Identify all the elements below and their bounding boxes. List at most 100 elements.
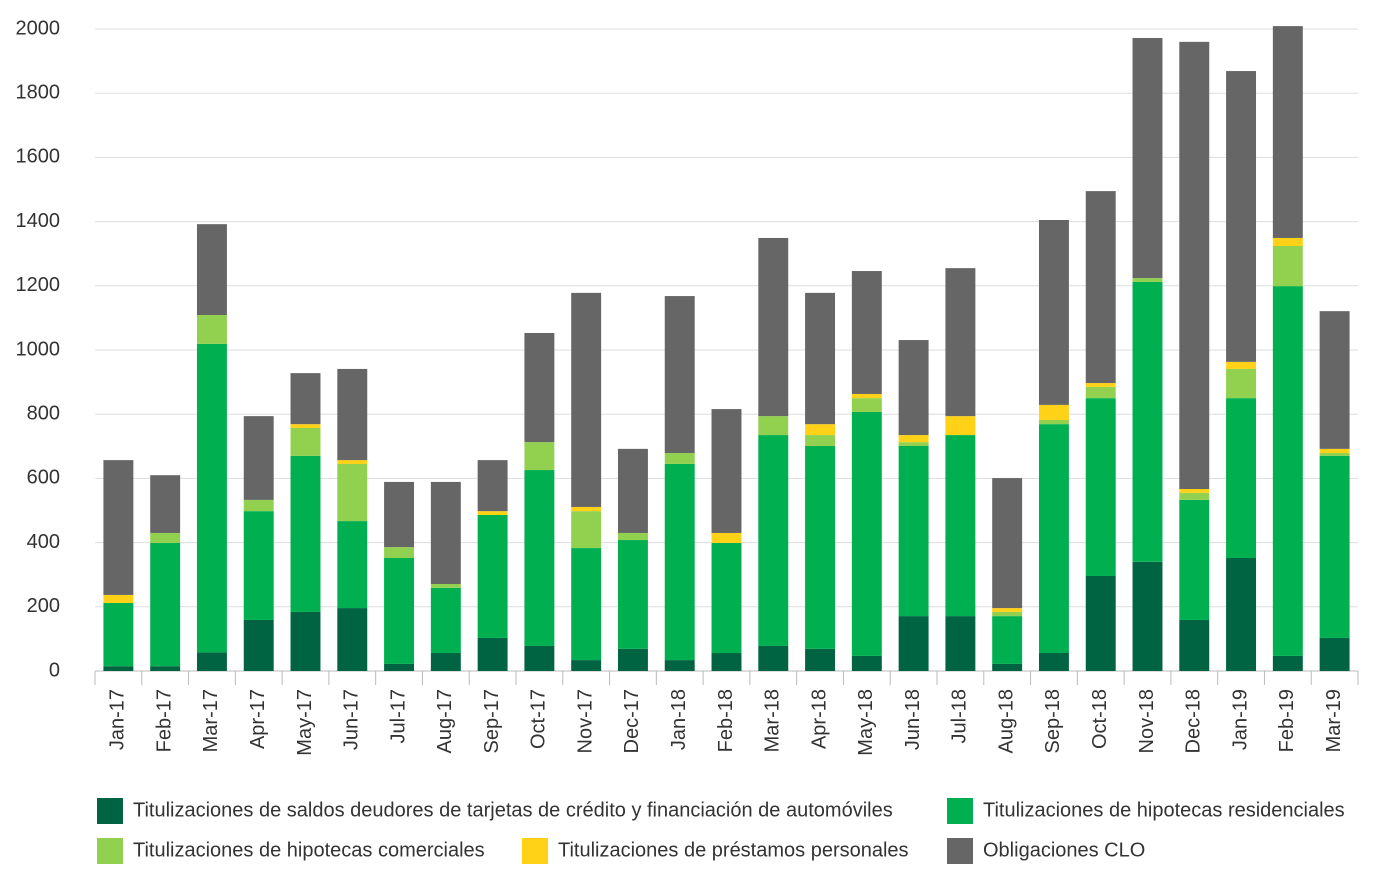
bar-segment bbox=[477, 514, 508, 638]
bar-segment bbox=[196, 224, 227, 316]
bar-segment bbox=[851, 655, 882, 671]
bar-segment bbox=[384, 663, 415, 671]
bar-segment bbox=[290, 611, 321, 671]
bar-segment bbox=[150, 542, 181, 667]
bar-segment bbox=[571, 511, 602, 549]
bar-segment bbox=[758, 645, 789, 671]
bar-segment bbox=[1272, 655, 1303, 671]
bar-segment bbox=[290, 424, 321, 429]
bar-segment bbox=[992, 663, 1023, 671]
bar-segment bbox=[711, 653, 742, 671]
bar-segment bbox=[1226, 558, 1257, 671]
bar-segment bbox=[1179, 488, 1210, 493]
legend-swatch bbox=[947, 838, 973, 864]
bar-segment bbox=[711, 542, 742, 654]
x-tick-label: Mar-19 bbox=[1323, 689, 1345, 752]
bar-segment bbox=[196, 652, 227, 671]
bar-segment bbox=[1038, 219, 1069, 405]
y-tick-label: 0 bbox=[49, 659, 60, 681]
bar-segment bbox=[1132, 561, 1163, 671]
bar-segment bbox=[150, 532, 181, 543]
bar-segment bbox=[524, 332, 555, 443]
bar-segment bbox=[664, 296, 695, 454]
x-tick-label: Nov-18 bbox=[1136, 689, 1158, 753]
bar-segment bbox=[337, 463, 368, 522]
bar-segment bbox=[1085, 383, 1116, 387]
x-tick-label: Mar-18 bbox=[762, 689, 784, 752]
x-tick-label: Apr-17 bbox=[247, 689, 269, 749]
bar-segment bbox=[805, 445, 836, 649]
bar-segment bbox=[1179, 619, 1210, 671]
bar-segment bbox=[384, 481, 415, 548]
bar-segment bbox=[1085, 575, 1116, 671]
bar-segment bbox=[945, 268, 976, 417]
bar-segment bbox=[1226, 368, 1257, 399]
legend-label: Obligaciones CLO bbox=[983, 839, 1145, 861]
bar-segment bbox=[103, 666, 134, 671]
bar-segment bbox=[664, 453, 695, 464]
bar-segment bbox=[1085, 191, 1116, 384]
bar-segment bbox=[290, 455, 321, 612]
bar-segment bbox=[337, 608, 368, 671]
bar-segment bbox=[992, 611, 1023, 617]
bar-segment bbox=[945, 435, 976, 617]
bar-segment bbox=[243, 619, 274, 671]
legend-label: Titulizaciones de saldos deudores de tar… bbox=[133, 799, 893, 821]
bar-segment bbox=[1272, 26, 1303, 238]
bar-segment bbox=[1038, 424, 1069, 654]
y-tick-label: 1400 bbox=[16, 210, 61, 232]
bar-segment bbox=[945, 416, 976, 436]
y-tick-label: 800 bbox=[27, 402, 60, 424]
bar-segment bbox=[711, 409, 742, 533]
y-tick-label: 200 bbox=[27, 595, 60, 617]
bar-segment bbox=[571, 548, 602, 661]
bar-segment bbox=[664, 660, 695, 671]
y-tick-label: 400 bbox=[27, 531, 60, 553]
bar-segment bbox=[617, 448, 648, 533]
bar-segment bbox=[664, 463, 695, 661]
x-tick-label: Mar-17 bbox=[200, 689, 222, 752]
x-tick-label: May-18 bbox=[855, 689, 877, 756]
bar-segment bbox=[290, 428, 321, 456]
legend-swatch bbox=[97, 838, 123, 864]
bar-segment bbox=[103, 602, 134, 667]
x-tick-label: Aug-18 bbox=[995, 689, 1017, 754]
bar-segment bbox=[571, 292, 602, 507]
x-tick-label: Jul-17 bbox=[387, 689, 409, 743]
bar-segment bbox=[805, 648, 836, 671]
legend-swatch bbox=[522, 838, 548, 864]
x-tick-label: Nov-17 bbox=[574, 689, 596, 753]
bar-segment bbox=[477, 637, 508, 671]
legend-label: Titulizaciones de hipotecas comerciales bbox=[133, 839, 485, 861]
bar-segment bbox=[1272, 237, 1303, 246]
bar-segment bbox=[617, 532, 648, 541]
bar-segment bbox=[898, 445, 929, 617]
y-tick-label: 1600 bbox=[16, 146, 61, 168]
bar-segment bbox=[898, 442, 929, 446]
bar-segment bbox=[758, 416, 789, 436]
x-tick-label: Jun-18 bbox=[902, 689, 924, 750]
x-tick-label: Feb-17 bbox=[153, 689, 175, 752]
bar-segment bbox=[243, 511, 274, 620]
x-tick-label: Apr-18 bbox=[808, 689, 830, 749]
bar-segment bbox=[898, 435, 929, 443]
bar-segment bbox=[524, 645, 555, 671]
bar-segment bbox=[898, 616, 929, 671]
y-tick-label: 600 bbox=[27, 467, 60, 489]
bar-segment bbox=[243, 416, 274, 500]
bar-segment bbox=[477, 511, 508, 515]
bar-segment bbox=[571, 506, 602, 512]
legend-swatch bbox=[947, 798, 973, 824]
bar-segment bbox=[1179, 41, 1210, 489]
bar-segment bbox=[1179, 499, 1210, 620]
bar-segment bbox=[384, 558, 415, 664]
bar-segment bbox=[758, 435, 789, 646]
bar-segment bbox=[1038, 404, 1069, 420]
x-tick-label: Jan-18 bbox=[668, 689, 690, 750]
x-tick-label: Jan-17 bbox=[107, 689, 129, 750]
bar-segment bbox=[617, 540, 648, 649]
x-tick-label: Oct-17 bbox=[528, 689, 550, 749]
bar-segment bbox=[1226, 71, 1257, 362]
bar-segment bbox=[1085, 386, 1116, 399]
